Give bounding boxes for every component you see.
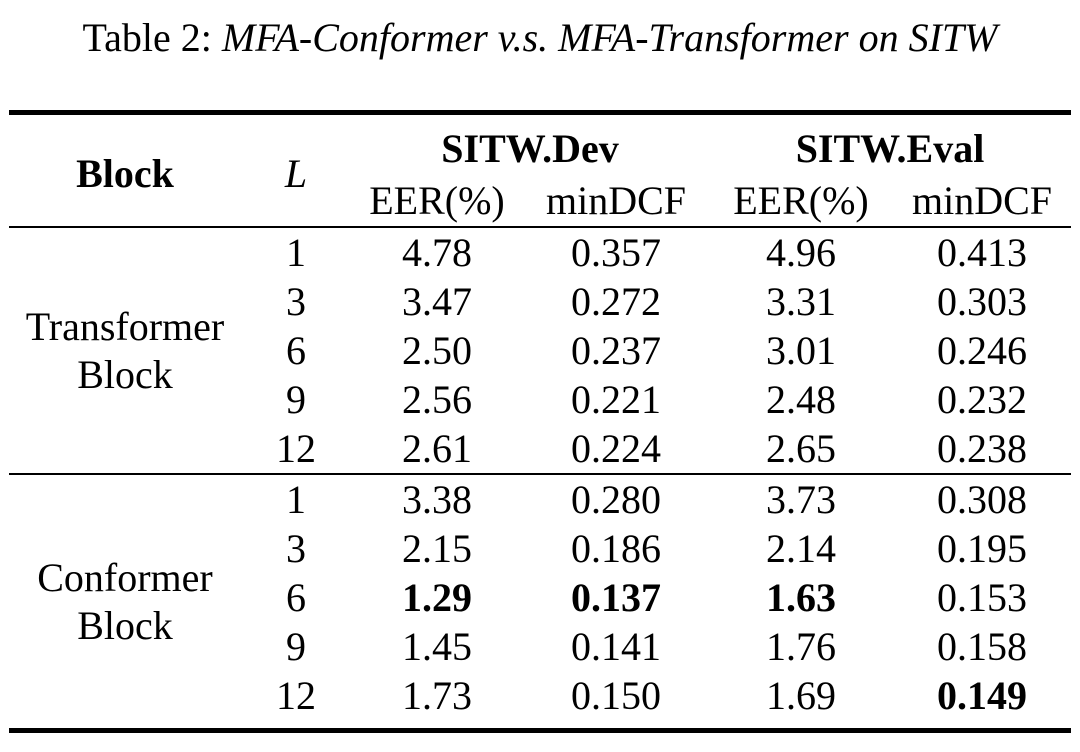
table-row: 12 1.73 0.150 1.69 0.149 <box>9 671 1071 731</box>
cell-eval-mindcf: 0.303 <box>937 278 1027 324</box>
cell-l: 12 <box>276 672 316 718</box>
cell-eval-eer: 2.65 <box>766 425 836 471</box>
subheader-eval-eer: EER(%) <box>733 178 869 223</box>
table-header: Block L SITW.Dev SITW.Eval EER(%) minDCF… <box>9 113 1071 227</box>
col-group-sitw-eval: SITW.Eval <box>795 125 985 171</box>
col-header-block: Block <box>76 150 174 196</box>
cell-eval-mindcf: 0.246 <box>937 327 1027 373</box>
cell-l: 1 <box>286 476 306 522</box>
cell-eval-eer: 1.69 <box>766 672 836 718</box>
col-header-l: L <box>284 150 308 196</box>
cell-eval-mindcf: 0.149 <box>937 672 1027 718</box>
table-row: 12 2.61 0.224 2.65 0.238 <box>9 424 1071 474</box>
cell-eval-eer: 1.76 <box>766 623 836 669</box>
cell-eval-mindcf: 0.308 <box>937 476 1027 522</box>
cell-dev-mindcf: 0.272 <box>571 278 661 324</box>
cell-l: 3 <box>286 278 306 324</box>
cell-l: 6 <box>286 327 306 373</box>
cell-l: 9 <box>286 376 306 422</box>
cell-dev-mindcf: 0.137 <box>571 574 661 620</box>
results-table: Block L SITW.Dev SITW.Eval EER(%) minDCF… <box>9 110 1071 733</box>
cell-dev-mindcf: 0.280 <box>571 476 661 522</box>
cell-dev-eer: 1.29 <box>402 574 472 620</box>
table-row: Transformer Block 1 4.78 0.357 4.96 0.41… <box>9 227 1071 397</box>
cell-eval-mindcf: 0.413 <box>937 229 1027 275</box>
cell-dev-eer: 2.56 <box>402 376 472 422</box>
cell-l: 6 <box>286 574 306 620</box>
subheader-eval-mindcf: minDCF <box>911 178 1053 223</box>
cell-eval-eer: 2.48 <box>766 376 836 422</box>
cell-dev-eer: 3.47 <box>402 278 472 324</box>
table-row: 9 1.45 0.141 1.76 0.158 <box>9 622 1071 671</box>
group-label-transformer-block: Transformer Block <box>25 304 225 397</box>
cell-l: 3 <box>286 525 306 571</box>
table-caption: Table 2: MFA-Conformer v.s. MFA-Transfor… <box>0 14 1080 62</box>
cell-eval-eer: 3.31 <box>766 278 836 324</box>
cell-dev-eer: 2.15 <box>402 525 472 571</box>
cell-eval-eer: 2.14 <box>766 525 836 571</box>
cell-eval-mindcf: 0.238 <box>937 425 1027 471</box>
subheader-dev-mindcf: minDCF <box>545 178 687 223</box>
subheader-dev-eer: EER(%) <box>369 178 505 223</box>
cell-eval-mindcf: 0.195 <box>937 525 1027 571</box>
table-row: 3 3.47 0.272 3.31 0.303 <box>9 277 1071 326</box>
cell-dev-mindcf: 0.141 <box>571 623 661 669</box>
cell-dev-mindcf: 0.150 <box>571 672 661 718</box>
cell-eval-eer: 1.63 <box>766 574 836 620</box>
cell-l: 1 <box>286 229 306 275</box>
cell-dev-eer: 2.50 <box>402 327 472 373</box>
col-group-sitw-dev: SITW.Dev <box>441 125 619 171</box>
cell-dev-eer: 2.61 <box>402 425 472 471</box>
caption-prefix: Table 2: <box>82 15 212 60</box>
results-table-container: Block L SITW.Dev SITW.Eval EER(%) minDCF… <box>9 110 1071 733</box>
table-row: 3 2.15 0.186 2.14 0.195 <box>9 524 1071 573</box>
cell-dev-eer: 3.38 <box>402 476 472 522</box>
cell-l: 12 <box>276 425 316 471</box>
cell-eval-mindcf: 0.232 <box>937 376 1027 422</box>
cell-dev-mindcf: 0.186 <box>571 525 661 571</box>
cell-dev-mindcf: 0.237 <box>571 327 661 373</box>
caption-title: MFA-Conformer v.s. MFA-Transformer on SI… <box>221 15 998 60</box>
cell-dev-eer: 1.45 <box>402 623 472 669</box>
table-row: Conformer Block 1 3.38 0.280 3.73 0.308 <box>9 474 1071 648</box>
table-row: 6 1.29 0.137 1.63 0.153 <box>9 573 1071 622</box>
cell-eval-eer: 4.96 <box>766 229 836 275</box>
group-label-conformer-block: Conformer Block <box>37 555 213 648</box>
cell-eval-eer: 3.01 <box>766 327 836 373</box>
cell-dev-eer: 4.78 <box>402 229 472 275</box>
table-body: Transformer Block 1 4.78 0.357 4.96 0.41… <box>9 227 1071 731</box>
cell-dev-mindcf: 0.221 <box>571 376 661 422</box>
table-row: 6 2.50 0.237 3.01 0.246 <box>9 326 1071 375</box>
cell-dev-mindcf: 0.357 <box>571 229 661 275</box>
cell-eval-mindcf: 0.153 <box>937 574 1027 620</box>
cell-eval-mindcf: 0.158 <box>937 623 1027 669</box>
table-row: 9 2.56 0.221 2.48 0.232 <box>9 375 1071 424</box>
cell-dev-mindcf: 0.224 <box>571 425 661 471</box>
cell-eval-eer: 3.73 <box>766 476 836 522</box>
cell-l: 9 <box>286 623 306 669</box>
cell-dev-eer: 1.73 <box>402 672 472 718</box>
